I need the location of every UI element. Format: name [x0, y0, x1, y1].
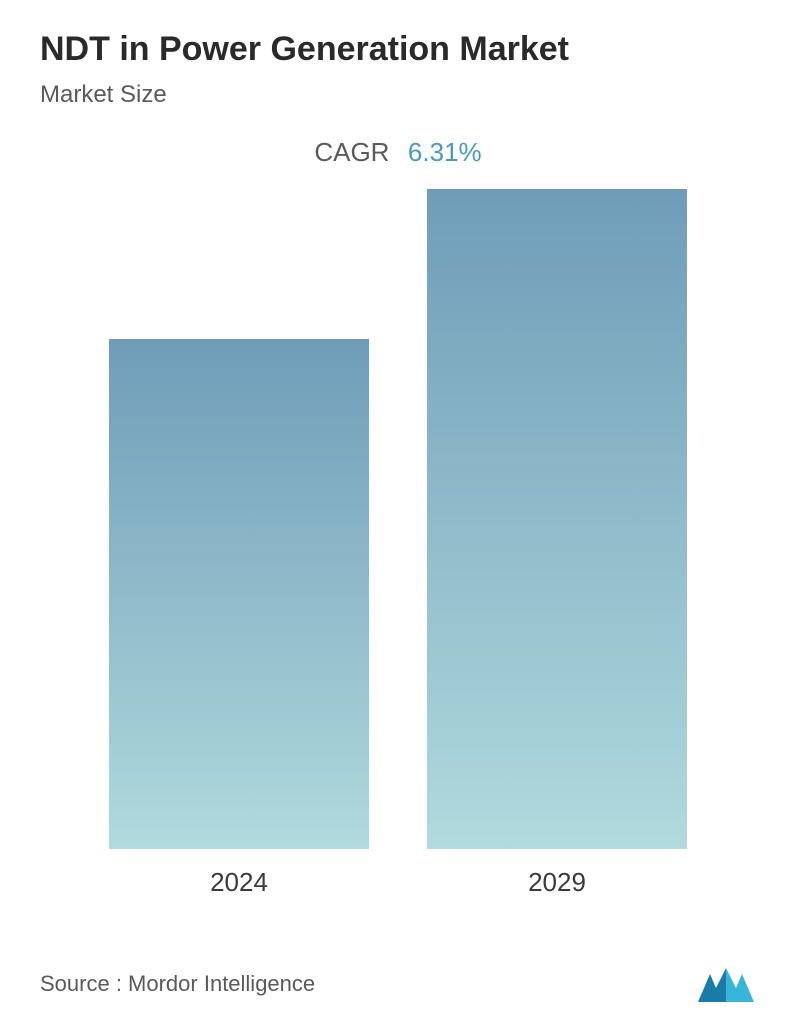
cagr-label: CAGR — [314, 137, 389, 167]
bar-2024 — [109, 339, 369, 849]
chart-area: 2024 2029 — [40, 218, 756, 898]
cagr-row: CAGR 6.31% — [40, 137, 756, 168]
bar-label-2024: 2024 — [210, 867, 268, 898]
cagr-value: 6.31% — [408, 137, 482, 167]
bar-label-2029: 2029 — [528, 867, 586, 898]
chart-subtitle: Market Size — [40, 81, 756, 109]
bar-2029 — [427, 189, 687, 849]
chart-title: NDT in Power Generation Market — [40, 30, 756, 69]
source-text: Source : Mordor Intelligence — [40, 971, 315, 997]
bar-container-2029: 2029 — [398, 189, 716, 898]
bar-container-2024: 2024 — [80, 339, 398, 898]
footer: Source : Mordor Intelligence — [40, 964, 756, 1004]
logo-icon — [696, 964, 756, 1004]
